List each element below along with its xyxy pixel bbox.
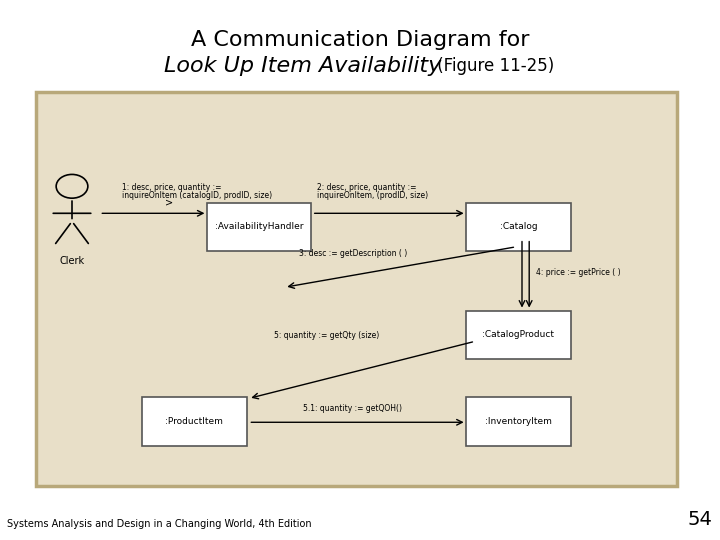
FancyBboxPatch shape: [36, 92, 677, 486]
Text: 4: price := getPrice ( ): 4: price := getPrice ( ): [536, 268, 621, 277]
Text: :Catalog: :Catalog: [500, 222, 537, 231]
FancyBboxPatch shape: [207, 202, 311, 251]
Text: 5.1: quantity := getQOH(): 5.1: quantity := getQOH(): [303, 404, 402, 413]
FancyBboxPatch shape: [467, 397, 571, 445]
FancyBboxPatch shape: [467, 310, 571, 359]
Text: A Communication Diagram for: A Communication Diagram for: [191, 30, 529, 51]
Text: :InventoryItem: :InventoryItem: [485, 417, 552, 426]
Text: :CatalogProduct: :CatalogProduct: [482, 330, 554, 339]
Text: 2: desc, price, quantity :=: 2: desc, price, quantity :=: [317, 183, 416, 192]
Text: >: >: [165, 198, 174, 208]
Text: 11: 11: [642, 20, 697, 58]
Text: Clerk: Clerk: [60, 256, 84, 267]
Text: 54: 54: [688, 510, 713, 529]
Text: Systems Analysis and Design in a Changing World, 4th Edition: Systems Analysis and Design in a Changin…: [7, 519, 312, 529]
Text: Look Up Item Availability: Look Up Item Availability: [163, 56, 441, 76]
Text: 1: desc, price, quantity :=: 1: desc, price, quantity :=: [122, 183, 222, 192]
FancyBboxPatch shape: [143, 397, 246, 445]
Text: inquireOnItem (catalogID, prodID, size): inquireOnItem (catalogID, prodID, size): [122, 191, 273, 200]
FancyBboxPatch shape: [467, 202, 571, 251]
Text: inquireOnItem, (prodID, size): inquireOnItem, (prodID, size): [317, 191, 428, 200]
Text: (Figure 11-25): (Figure 11-25): [432, 57, 554, 75]
Text: 5: quantity := getQty (size): 5: quantity := getQty (size): [274, 331, 379, 340]
Text: :ProductItem: :ProductItem: [166, 417, 223, 426]
Text: 3: desc := getDescription ( ): 3: desc := getDescription ( ): [299, 249, 407, 258]
Text: :AvailabilityHandler: :AvailabilityHandler: [215, 222, 303, 231]
